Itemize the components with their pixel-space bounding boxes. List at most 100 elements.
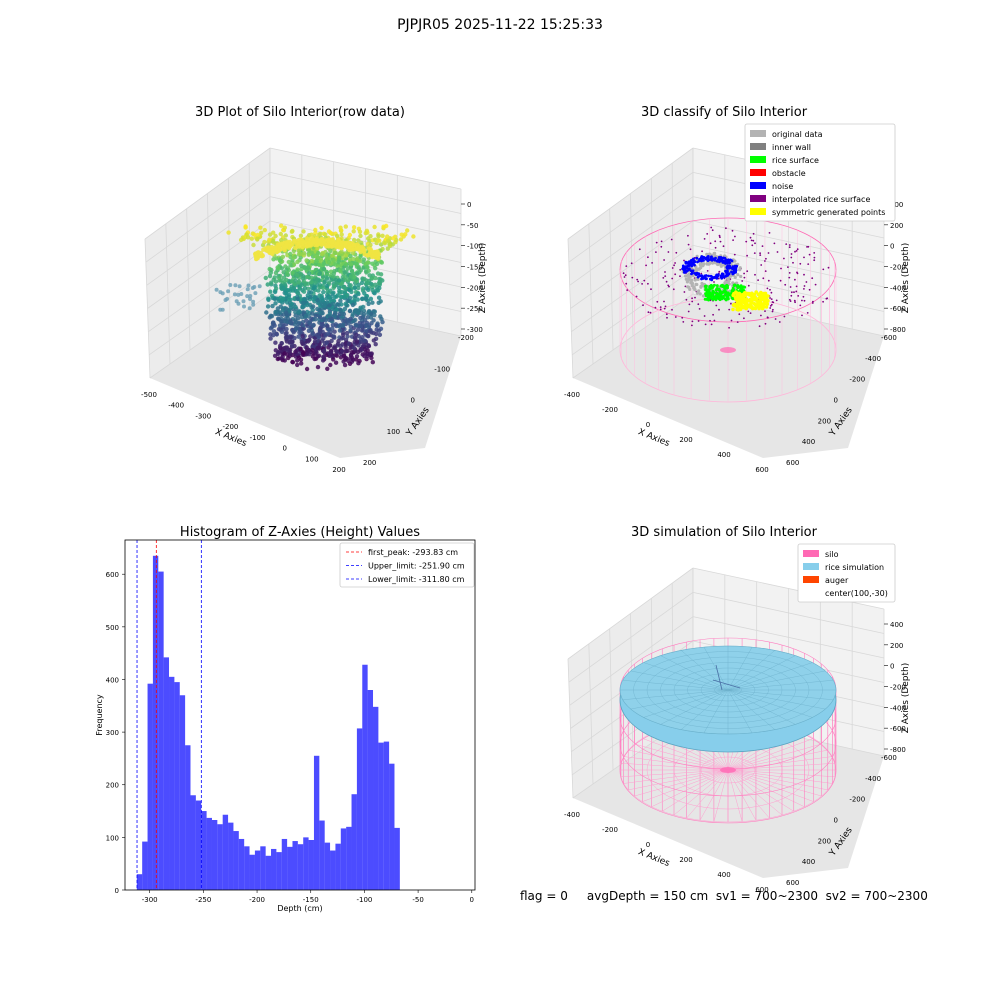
rice-surface-point [739,284,743,288]
chart-simulation-3d: 3D simulation of Silo Interior -400 -200 0 2… [564,525,911,894]
data-point [226,230,231,235]
histogram-bar [217,824,223,890]
data-point [295,259,300,265]
grid-line [248,163,251,309]
interpolated-point [656,300,659,303]
x-tick-label: -250 [195,896,211,904]
data-point [283,335,289,340]
data-point [246,283,251,288]
data-point [347,257,353,262]
interpolated-point [759,252,761,255]
data-point [373,342,378,347]
data-point [268,336,273,341]
interpolated-point [767,279,770,282]
data-point [372,309,377,314]
data-point [278,231,283,237]
data-point [228,283,233,287]
data-point [268,332,273,337]
data-point [324,275,329,280]
data-point [366,246,371,251]
symmetric-point [737,302,741,306]
interpolated-point [803,299,806,302]
data-point [320,311,325,316]
histogram-bar [287,846,293,890]
x-tick-label: -50 [412,896,423,904]
interpolated-point [797,295,800,297]
z-tick-label: 0 [890,243,894,251]
data-point [301,229,306,234]
data-point [267,266,272,272]
z-axis-label: Z Axies (Depth) [901,243,911,314]
interpolated-point [802,295,805,298]
interpolated-point [664,271,666,273]
data-point [272,296,277,302]
interpolated-point [826,297,829,300]
symmetric-point [764,293,768,298]
interpolated-point [719,236,721,239]
data-point [378,242,384,247]
y-tick-label: 200 [106,782,119,790]
interpolated-point [654,306,657,309]
data-point [306,252,311,257]
data-point [266,296,271,301]
data-point [251,302,256,307]
data-point [261,247,266,252]
interpolated-point [671,308,673,311]
data-point [275,306,281,311]
interpolated-point [773,242,776,245]
data-point [351,256,356,262]
data-point [337,328,343,333]
noise-point [681,266,685,270]
interpolated-point [787,266,789,268]
data-point [327,311,333,316]
noise-point [708,277,712,281]
data-point [329,338,334,344]
data-point [368,296,374,301]
silo-floor-ring [700,756,756,784]
symmetric-point [735,306,740,310]
chart-histogram: Histogram of Z-Axies (Height) Values -300… [95,525,476,913]
data-point [245,235,251,240]
legend-swatch [750,156,766,163]
interpolated-point [776,251,779,253]
data-point [399,232,404,237]
original-point [690,278,694,282]
x-tick-label: -200 [249,896,265,904]
interpolated-point [630,262,633,265]
y-axis-label: Frequency [95,694,104,736]
data-point [315,242,321,247]
data-point [220,291,225,296]
interpolated-point [679,275,681,278]
data-point [305,309,310,315]
interpolated-point [670,238,673,241]
interpolated-point [684,285,687,288]
data-point [288,243,293,249]
data-point [258,225,263,230]
data-point [284,272,290,277]
histogram-bar [136,874,143,890]
data-point [284,330,289,336]
data-point [317,271,322,277]
x-axis-label: X Axies [636,847,671,869]
legend-swatch [750,169,766,176]
data-point [342,357,348,362]
interpolated-point [655,241,658,244]
interpolated-point [790,291,793,294]
noise-point [715,275,719,279]
histogram-bar [211,820,218,890]
interpolated-point [709,242,712,245]
data-point [337,255,342,260]
data-point [339,249,344,254]
histogram-bar [195,800,202,890]
interpolated-point [647,256,649,259]
interpolated-point [683,259,685,262]
data-point [362,338,367,343]
interpolated-point [701,250,703,253]
data-point [251,299,256,304]
x-tick-label: 100 [305,455,318,463]
data-point [366,311,371,316]
data-point [382,240,388,246]
interpolated-point [700,272,703,275]
interpolated-point [691,324,693,327]
